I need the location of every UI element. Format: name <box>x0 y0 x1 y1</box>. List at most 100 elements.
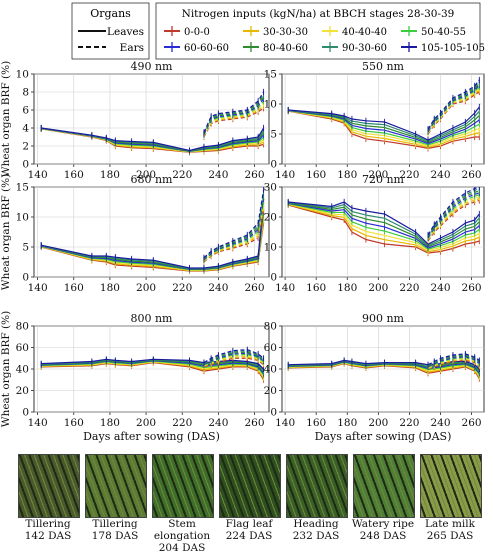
photo-stage-label: Late milk <box>424 518 476 530</box>
x-tick-label: 220 <box>399 169 419 181</box>
x-tick-label: 140 <box>275 282 295 294</box>
y-tick-label: 30 <box>264 182 277 194</box>
y-tick-label: 2 <box>22 141 29 153</box>
x-tick-label: 260 <box>462 417 482 429</box>
photo-caption: Tillering 142 DAS <box>11 518 85 542</box>
y-tick-label: 60 <box>16 342 29 354</box>
y-tick-label: 60 <box>264 342 277 354</box>
photo-stage-label: Flag leaf <box>225 518 273 530</box>
x-tick-label: 240 <box>208 282 228 294</box>
series-group <box>287 350 480 382</box>
x-tick-label: 220 <box>399 282 419 294</box>
x-tick-label: 140 <box>28 282 48 294</box>
y-tick-label: 5 <box>22 242 29 254</box>
x-tick-label: 160 <box>64 169 84 181</box>
nitrogen-legend-item: 90-30-60 <box>322 42 387 54</box>
photo-caption: Watery ripe 248 DAS <box>346 518 420 542</box>
nitrogen-legend-item: 80-40-60 <box>243 42 308 54</box>
chart-panel: 140 160 180 200 220 240 260 0 5 10 15 680 nm Wheat o… <box>0 173 270 294</box>
x-tick-label: 200 <box>136 417 156 429</box>
x-tick-label: 140 <box>28 169 48 181</box>
x-tick-label: 140 <box>28 417 48 429</box>
y-axis-label: Wheat organ BRF (%) <box>0 61 12 177</box>
x-axis-label: Days after sowing (DAS) <box>315 430 452 443</box>
photo-stage-label: Heading <box>293 518 339 530</box>
photo-stage-label: Watery ripe <box>351 518 415 530</box>
plot-area <box>281 73 485 165</box>
y-tick-label: 20 <box>264 212 277 224</box>
panel-title: 720 nm <box>362 173 405 186</box>
photo-das-label: 232 DAS <box>292 530 340 542</box>
nitrogen-legend-item: 40-40-40 <box>322 26 387 38</box>
organs-legend-title: Organs <box>90 7 131 20</box>
x-tick-label: 260 <box>462 282 482 294</box>
y-tick-label: 5 <box>270 129 277 141</box>
x-tick-label: 160 <box>64 417 84 429</box>
nitrogen-legend-item: 30-30-30 <box>243 26 308 38</box>
y-tick-label: 40 <box>16 364 29 376</box>
x-tick-label: 180 <box>337 169 357 181</box>
y-tick-label: 40 <box>264 364 277 376</box>
x-tick-label: 160 <box>306 169 326 181</box>
y-tick-label: 15 <box>264 69 277 81</box>
x-tick-label: 200 <box>136 169 156 181</box>
nitrogen-legend-label: 80-40-60 <box>263 43 308 54</box>
x-tick-label: 160 <box>64 282 84 294</box>
y-tick-label: 8 <box>22 87 29 99</box>
x-tick-label: 140 <box>275 169 295 181</box>
x-tick-label: 260 <box>245 169 265 181</box>
y-tick-label: 0 <box>270 407 277 419</box>
x-tick-label: 180 <box>100 282 120 294</box>
nitrogen-legend-label: 50-40-55 <box>421 27 466 38</box>
photo-stage-label: Stem elongation <box>153 518 211 542</box>
panel-title: 490 nm <box>130 60 173 73</box>
x-tick-label: 180 <box>337 282 357 294</box>
nitrogen-legend-item: 60-60-60 <box>164 42 229 54</box>
y-tick-label: 0 <box>22 272 29 284</box>
growth-stage-photo <box>286 454 348 518</box>
y-tick-label: 0 <box>22 159 29 171</box>
chart-panel: 140 160 180 200 220 240 260 0 5 10 15 550 nm <box>264 60 485 181</box>
x-tick-label: 260 <box>245 282 265 294</box>
legend-leaves-label: Leaves <box>107 26 144 38</box>
growth-stage-photo <box>353 454 415 518</box>
x-tick-label: 240 <box>208 169 228 181</box>
nitrogen-legend-label: 105-105-105 <box>421 43 485 54</box>
nitrogen-legend-label: 0-0-0 <box>184 27 210 38</box>
series-group <box>40 88 265 156</box>
plot-area <box>281 186 485 278</box>
y-tick-label: 10 <box>264 99 277 111</box>
nitrogen-legend-item: 50-40-55 <box>401 26 466 38</box>
photo-caption: Heading 232 DAS <box>279 518 353 542</box>
growth-stage-photo <box>152 454 214 518</box>
photo-caption: Tillering 178 DAS <box>78 518 152 542</box>
photo-stage-label: Tillering <box>92 518 138 530</box>
series-group <box>40 346 265 383</box>
y-tick-label: 0 <box>270 272 277 284</box>
x-tick-label: 220 <box>172 282 192 294</box>
nitrogen-legend: Nitrogen inputs (kgN/ha) at BBCH stages … <box>155 2 485 60</box>
nitrogen-legend-label: 60-60-60 <box>184 43 229 54</box>
growth-stage-photo <box>85 454 147 518</box>
photo-das-label: 142 DAS <box>24 530 72 542</box>
nitrogen-legend-title: Nitrogen inputs (kgN/ha) at BBCH stages … <box>182 8 455 20</box>
x-tick-label: 140 <box>275 417 295 429</box>
y-tick-label: 0 <box>270 159 277 171</box>
panel-title: 900 nm <box>362 312 405 325</box>
growth-stage-photo <box>219 454 281 518</box>
x-tick-label: 160 <box>306 417 326 429</box>
nitrogen-legend-label: 40-40-40 <box>342 27 387 38</box>
photo-das-label: 178 DAS <box>91 530 139 542</box>
x-tick-label: 240 <box>430 417 450 429</box>
x-tick-label: 220 <box>172 417 192 429</box>
organs-legend: Organs Leaves Ears <box>71 2 150 60</box>
chart-panel: 140 160 180 200 220 240 260 0 10 20 30 720 nm <box>264 173 485 294</box>
photo-caption: Late milk 265 DAS <box>413 518 487 542</box>
x-tick-label: 200 <box>368 169 388 181</box>
x-tick-label: 240 <box>430 169 450 181</box>
growth-stage-photo <box>420 454 482 518</box>
photo-das-label: 224 DAS <box>225 530 273 542</box>
x-axis-label: Days after sowing (DAS) <box>83 430 220 443</box>
series-group <box>287 76 480 152</box>
x-tick-label: 260 <box>245 417 265 429</box>
